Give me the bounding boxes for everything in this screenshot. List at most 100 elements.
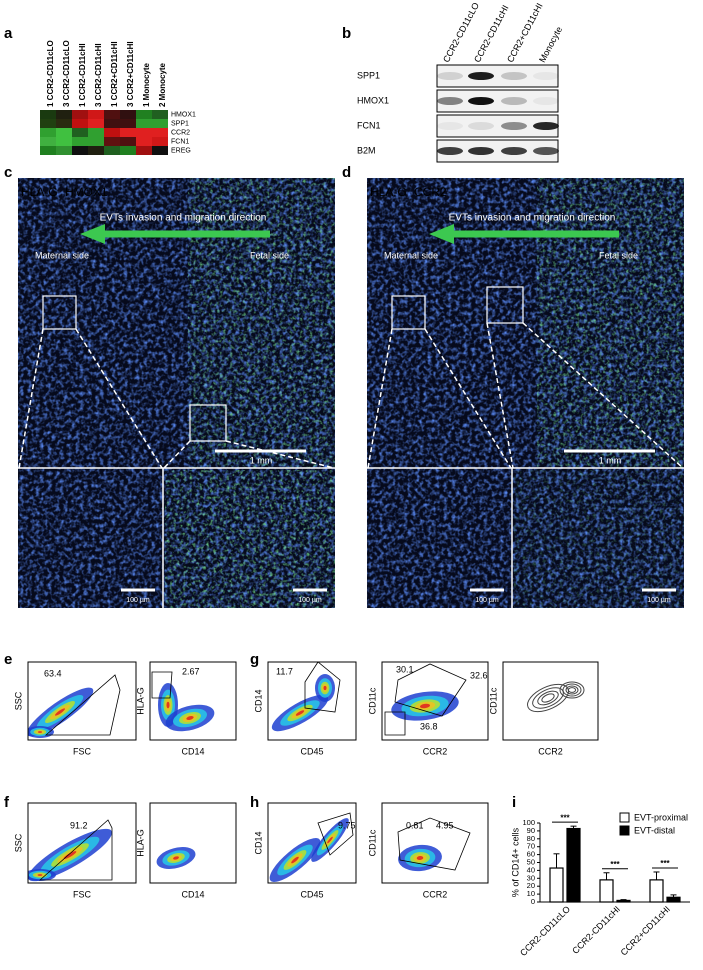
density bbox=[327, 836, 333, 844]
y-tick-label: 100 bbox=[522, 818, 535, 827]
density bbox=[166, 701, 170, 709]
blot-band bbox=[533, 72, 559, 80]
inset-scale-label: 100 µm bbox=[126, 597, 150, 604]
x-axis-label: CCR2 bbox=[423, 746, 448, 756]
x-axis-label: FSC bbox=[73, 889, 92, 899]
hla-g-texture bbox=[165, 470, 335, 608]
heatmap-cell bbox=[72, 119, 88, 128]
heatmap-cell bbox=[152, 119, 168, 128]
heatmap-cell bbox=[104, 119, 120, 128]
plot-frame bbox=[502, 661, 599, 741]
blot-band bbox=[468, 147, 494, 155]
x-axis-label: CCR2 bbox=[423, 889, 448, 899]
inset-scale-label: 100 µm bbox=[298, 597, 322, 604]
row-label: B2M bbox=[357, 145, 376, 155]
significance-label: *** bbox=[560, 813, 570, 822]
column-label: 1 CCR2-CD11cLO bbox=[46, 40, 55, 107]
density-cloud bbox=[156, 847, 196, 869]
heatmap-cell bbox=[88, 146, 104, 155]
legend-swatch bbox=[619, 812, 630, 823]
contour bbox=[541, 693, 555, 703]
heatmap-cell bbox=[136, 137, 152, 146]
legend-label: EVT-proximal bbox=[634, 812, 688, 822]
gate-percentage: 4.95 bbox=[436, 820, 454, 830]
panel-letter: b bbox=[342, 25, 351, 42]
row-label: CCR2 bbox=[171, 129, 190, 136]
blot-band bbox=[437, 147, 463, 155]
y-tick-label: 0 bbox=[531, 897, 535, 906]
flow-plot: 2.67 CD14 HLA-G bbox=[135, 661, 237, 756]
x-axis-label: CCR2 bbox=[538, 746, 563, 756]
arrow-label: EVTs invasion and migration direction bbox=[100, 213, 267, 224]
density-cloud bbox=[165, 704, 215, 732]
flow-plot: 0.81 4.95 CCR2 CD11c bbox=[367, 802, 489, 899]
panel-letter: e bbox=[4, 651, 12, 668]
inset-box bbox=[486, 286, 524, 324]
contour bbox=[562, 683, 582, 697]
inset-box bbox=[391, 295, 426, 330]
flow-plot: 91.2 FSC SSC bbox=[13, 802, 137, 899]
flow-plot: CD14 HLA-G bbox=[135, 802, 237, 899]
heatmap-cell bbox=[72, 137, 88, 146]
bar bbox=[549, 867, 564, 903]
density bbox=[55, 708, 65, 716]
density-cloud bbox=[269, 838, 321, 882]
density-cloud bbox=[28, 869, 56, 881]
plot-area bbox=[28, 828, 112, 882]
heatmap-cell bbox=[56, 146, 72, 155]
x-axis-label: CD45 bbox=[300, 889, 323, 899]
plot-frame bbox=[381, 802, 489, 884]
x-tick-label: CCR2-CD11cHI bbox=[570, 904, 622, 956]
y-axis-label: CD11c bbox=[367, 687, 377, 714]
panel-letter: f bbox=[4, 794, 10, 811]
plot-area bbox=[28, 687, 94, 738]
y-tick-label: 60 bbox=[527, 850, 535, 859]
blot-band bbox=[468, 72, 494, 80]
bar bbox=[649, 879, 664, 903]
plot-area bbox=[398, 844, 442, 872]
row-label: HMOX1 bbox=[357, 95, 389, 105]
x-axis-label: CD14 bbox=[181, 889, 204, 899]
bar bbox=[616, 899, 631, 903]
density-cloud bbox=[315, 674, 335, 702]
density-cloud bbox=[158, 683, 178, 727]
bar bbox=[599, 879, 614, 903]
column-label: 1 Monocyte bbox=[142, 62, 151, 107]
density-cloud bbox=[271, 694, 329, 732]
panel-letter: c bbox=[4, 164, 12, 181]
heatmap-cell bbox=[72, 146, 88, 155]
bar bbox=[566, 827, 581, 903]
side-label: Fetal side bbox=[599, 250, 638, 260]
hla-g-texture bbox=[514, 470, 684, 608]
column-label: 3 CCR2+CD11cHI bbox=[126, 41, 135, 107]
contour bbox=[537, 690, 559, 706]
significance-label: *** bbox=[610, 860, 620, 869]
density bbox=[63, 851, 77, 859]
y-tick-label: 40 bbox=[527, 865, 535, 874]
plot-frame bbox=[267, 802, 357, 884]
column-label: 3 CCR2-CD11cHI bbox=[94, 43, 103, 107]
gate-percentage: 63.4 bbox=[44, 668, 62, 678]
y-tick-label: 70 bbox=[527, 842, 535, 851]
y-axis-label: % of CD14+ cells bbox=[510, 827, 520, 897]
blot-band bbox=[468, 122, 494, 130]
heatmap-cell bbox=[104, 128, 120, 137]
zoom-line bbox=[225, 440, 335, 469]
heatmap-cell bbox=[120, 119, 136, 128]
plot-area bbox=[269, 818, 349, 882]
column-label: 2 Monocyte bbox=[158, 62, 167, 107]
heatmap-cell bbox=[136, 119, 152, 128]
gate bbox=[38, 819, 113, 881]
flow-plot: 9.75 CD45 CD14 bbox=[253, 802, 357, 899]
density-cloud bbox=[28, 828, 112, 882]
side-label: Maternal side bbox=[384, 250, 438, 260]
density bbox=[323, 685, 327, 691]
heatmap-cell bbox=[88, 119, 104, 128]
heatmap-cell bbox=[152, 128, 168, 137]
hla-g-texture bbox=[537, 178, 684, 468]
y-tick-label: 90 bbox=[527, 826, 535, 835]
density bbox=[37, 731, 43, 733]
row-label: EREG bbox=[171, 147, 191, 154]
gate-percentage: 36.8 bbox=[420, 721, 438, 731]
heatmap-cell bbox=[88, 110, 104, 119]
